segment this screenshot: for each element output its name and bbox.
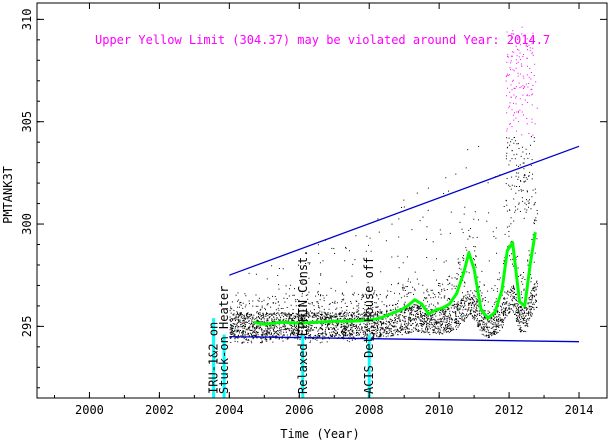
x-axis-label: Time (Year) [280, 427, 359, 441]
upper-envelope-line [229, 145, 580, 276]
event-label-2: Stuck-on Heater [217, 286, 231, 394]
x-tick-label: 2004 [215, 403, 244, 417]
y-tick-label: 310 [20, 9, 34, 31]
event-label-1: IRU-1&2 on [207, 322, 221, 394]
x-tick-label: 2006 [285, 403, 314, 417]
moving-average-line [253, 231, 537, 326]
x-tick-label: 2012 [495, 403, 524, 417]
x-tick-label: 2010 [425, 403, 454, 417]
data-points-black [229, 136, 538, 344]
scatter-points [229, 136, 538, 344]
limit-annotation: Upper Yellow Limit (304.37) may be viola… [95, 33, 550, 47]
event-label-4: ACIS Det. House off [362, 257, 376, 394]
plot-frame [36, 2, 608, 399]
axis-ticks: 2000 2002 2004 2006 2008 2010 2012 2014 295 300 30… [20, 3, 607, 417]
series-lines [229, 145, 580, 343]
lower-envelope-line [229, 335, 580, 343]
x-tick-label: 2008 [355, 403, 384, 417]
y-tick-label: 295 [20, 316, 34, 338]
x-tick-label: 2014 [565, 403, 594, 417]
y-axis-label: PMTANK3T [1, 166, 15, 224]
event-label-3: Relaxed EPHIN Const. [296, 250, 310, 395]
x-tick-label: 2000 [75, 403, 104, 417]
x-tick-label: 2002 [145, 403, 174, 417]
y-tick-label: 300 [20, 213, 34, 235]
y-tick-label: 305 [20, 111, 34, 133]
